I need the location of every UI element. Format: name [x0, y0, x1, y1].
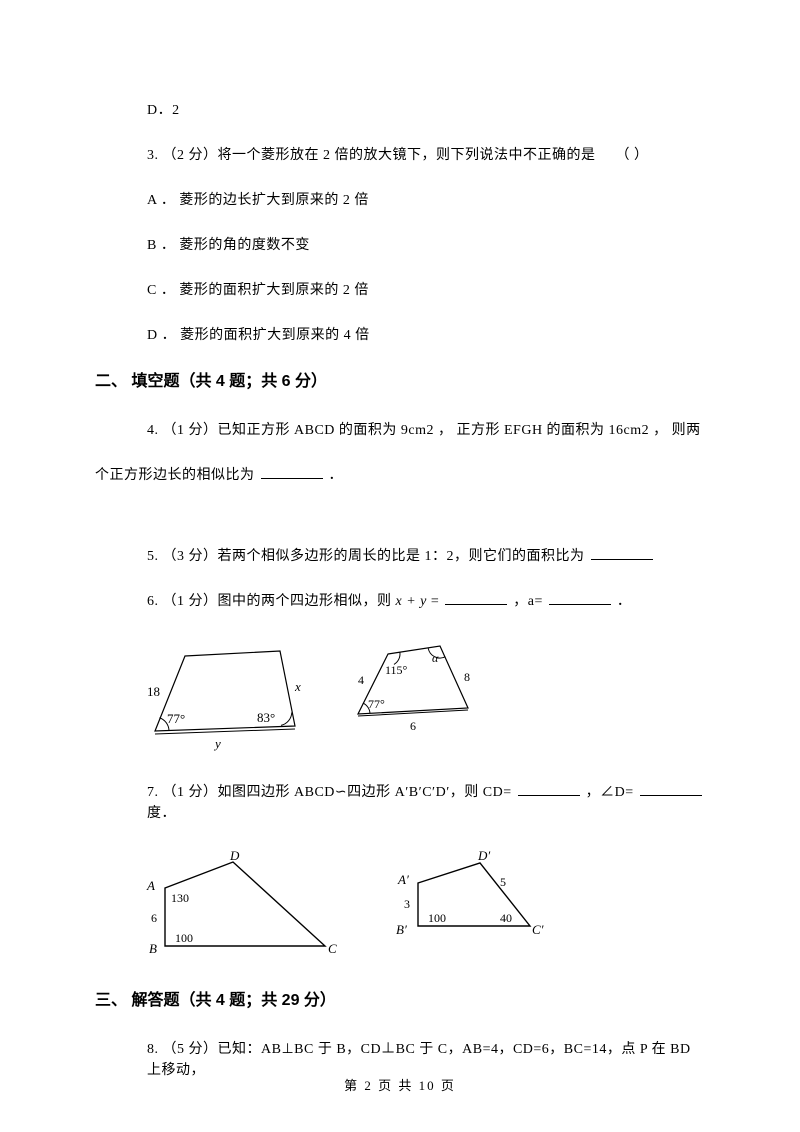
svg-text:77°: 77°	[368, 697, 385, 711]
svg-text:4: 4	[358, 673, 364, 687]
q5-text: 5. （3 分）若两个相似多边形的周长的比是 1：2，则它们的面积比为	[147, 549, 585, 564]
svg-text:100: 100	[428, 911, 446, 925]
q3-option-a: A ． 菱形的边长扩大到原来的 2 倍	[95, 190, 705, 211]
q7-quad-right: A′ D′ C′ B′ 100 40 3 5	[390, 848, 550, 943]
q4-text: 个正方形边长的相似比为	[95, 468, 255, 483]
q3-stem: 3. （2 分）将一个菱形放在 2 倍的放大镜下，则下列说法中不正确的是 （ ）	[95, 145, 705, 166]
svg-text:D: D	[229, 848, 240, 863]
q5-blank	[591, 546, 653, 560]
q6-text-d: ．	[617, 594, 632, 609]
svg-text:A′: A′	[397, 872, 409, 887]
q7-quad-left: A D C B 130 100 6	[135, 848, 340, 963]
svg-text:130: 130	[171, 891, 189, 905]
svg-text:8: 8	[464, 670, 470, 684]
svg-text:40: 40	[500, 911, 512, 925]
q6-expr: x + y	[396, 594, 427, 609]
q7-stem: 7. （1 分）如图四边形 ABCD∽四边形 A′B′C′D′，则 CD= ，∠…	[95, 782, 705, 824]
svg-text:C′: C′	[532, 922, 544, 937]
q3-option-b: B ． 菱形的角的度数不变	[95, 235, 705, 256]
q3-stem-text: 3. （2 分）将一个菱形放在 2 倍的放大镜下，则下列说法中不正确的是	[147, 148, 596, 163]
q4-tail: ．	[329, 468, 344, 483]
q5-stem: 5. （3 分）若两个相似多边形的周长的比是 1：2，则它们的面积比为	[95, 546, 705, 567]
svg-text:B′: B′	[396, 922, 407, 937]
svg-text:83°: 83°	[257, 710, 275, 725]
svg-text:5: 5	[500, 875, 506, 889]
svg-text:α: α	[432, 651, 439, 665]
q6-blank-2	[549, 591, 611, 605]
q4-blank	[261, 465, 323, 479]
q6-eq: =	[431, 594, 439, 609]
q3-option-c: C ． 菱形的面积扩大到原来的 2 倍	[95, 280, 705, 301]
q6-quad-right: 4 8 6 77° 115° α	[340, 636, 485, 736]
q6-stem: 6. （1 分）图中的两个四边形相似，则 x + y = ，a= ．	[95, 591, 705, 612]
q6-figures: 18 x y 77° 83° 4 8 6 77° 115° α	[95, 636, 705, 756]
q3-option-d: D ． 菱形的面积扩大到原来的 4 倍	[95, 325, 705, 346]
svg-text:A: A	[146, 878, 155, 893]
q7-text-c: 度．	[147, 806, 176, 821]
svg-text:B: B	[149, 941, 157, 956]
q6-quad-left: 18 x y 77° 83°	[135, 636, 310, 756]
svg-text:100: 100	[175, 931, 193, 945]
q7-blank-1	[518, 782, 580, 796]
svg-text:115°: 115°	[385, 663, 408, 677]
page-footer: 第 2 页 共 10 页	[0, 1075, 800, 1094]
q4-line2: 个正方形边长的相似比为 ．	[95, 465, 705, 486]
q4-line1: 4. （1 分）已知正方形 ABCD 的面积为 9cm2 ， 正方形 EFGH …	[95, 420, 705, 441]
svg-text:y: y	[213, 736, 221, 751]
svg-text:D′: D′	[477, 848, 490, 863]
section-3-heading: 三、 解答题（共 4 题；共 29 分）	[95, 989, 705, 1013]
svg-text:6: 6	[410, 719, 416, 733]
svg-text:C: C	[328, 941, 337, 956]
q7-text-a: 7. （1 分）如图四边形 ABCD∽四边形 A′B′C′D′，则 CD=	[147, 785, 512, 800]
q6-text-c: ，a=	[513, 594, 543, 609]
svg-text:18: 18	[147, 684, 160, 699]
q7-figures: A D C B 130 100 6 A′ D′ C′ B′ 100 40 3 5	[95, 848, 705, 963]
q3-paren: （ ）	[616, 148, 649, 163]
q7-blank-2	[640, 782, 702, 796]
section-2-heading: 二、 填空题（共 4 题；共 6 分）	[95, 370, 705, 394]
q6-text-a: 6. （1 分）图中的两个四边形相似，则	[147, 594, 392, 609]
svg-text:x: x	[294, 679, 301, 694]
q2-option-d: D．2	[95, 100, 705, 121]
svg-text:77°: 77°	[167, 711, 185, 726]
svg-text:3: 3	[404, 897, 410, 911]
q7-text-b: ，∠D=	[586, 785, 634, 800]
q6-blank-1	[445, 591, 507, 605]
svg-text:6: 6	[151, 911, 157, 925]
